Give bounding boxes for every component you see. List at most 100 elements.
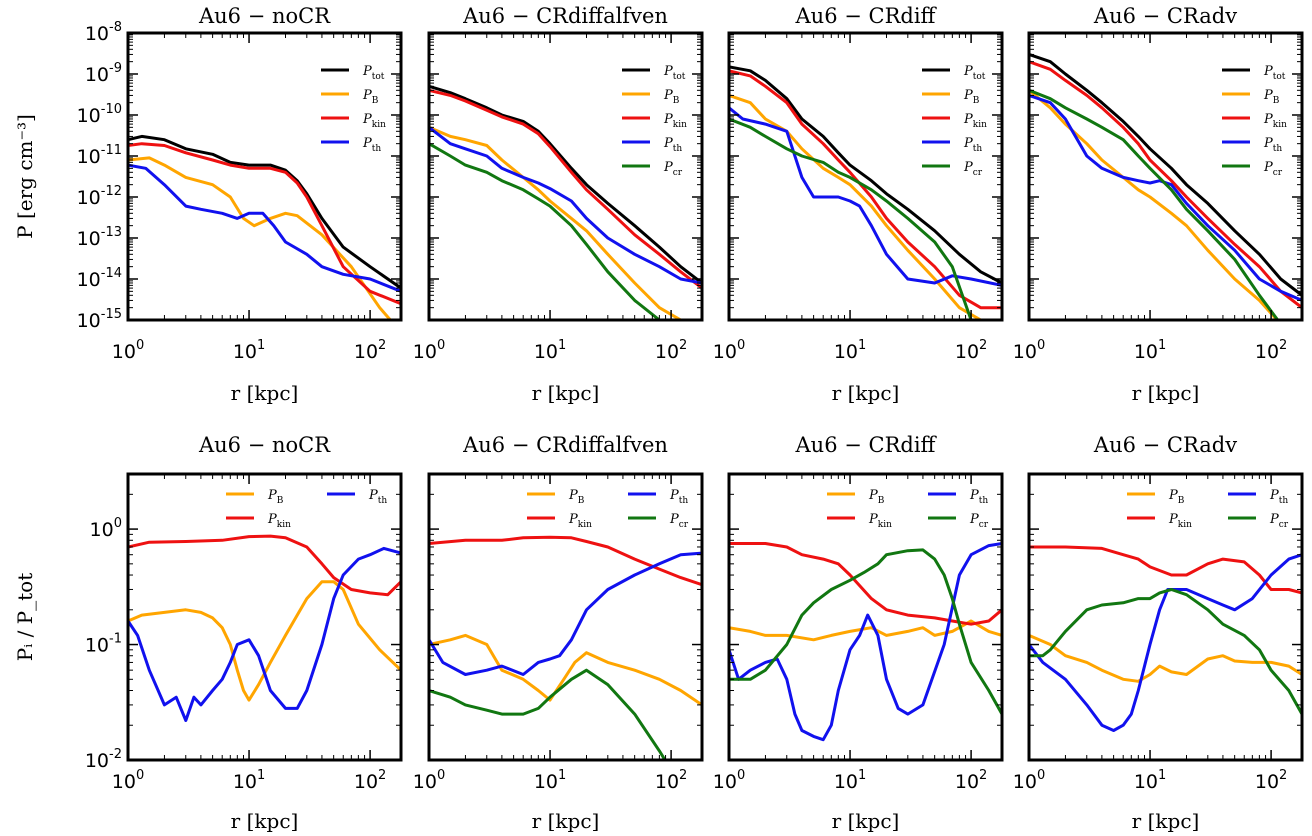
legend-label-subscript: B — [878, 496, 885, 506]
x-tick-label: 100 — [713, 768, 745, 793]
legend-label-subscript: kin — [1178, 520, 1192, 530]
x-tick-label-exponent: 2 — [378, 768, 386, 783]
legend-label-cr: Pcr — [669, 512, 689, 530]
x-axis-label: r [kpc] — [532, 381, 600, 405]
legend-label-tot: Ptot — [362, 64, 385, 82]
legend-label-B: PB — [868, 488, 885, 506]
legend-label-subscript: cr — [979, 520, 989, 530]
legend-label-tot: Ptot — [1263, 64, 1286, 82]
series-line-th — [429, 126, 702, 285]
x-tick-label: 102 — [955, 338, 987, 363]
series-group — [729, 542, 1002, 742]
legend-label-subscript: B — [372, 96, 379, 106]
legend-label-subscript: tot — [372, 72, 385, 82]
legend-label-th: Pth — [663, 136, 682, 154]
legend-label-tot: Ptot — [663, 64, 686, 82]
legend: PB Pkin Pth Pcr — [827, 488, 989, 530]
panel-frame — [727, 472, 1004, 762]
panel-frame — [427, 472, 704, 762]
x-tick-label-exponent: 1 — [858, 338, 866, 353]
series-line-kin — [729, 542, 1002, 626]
legend: Ptot PB Pkin Pth Pcr — [922, 64, 987, 178]
legend-label-subscript: kin — [578, 520, 592, 530]
legend-label-subscript: th — [979, 496, 989, 506]
x-tick-label-exponent: 1 — [558, 338, 566, 353]
y-tick-label-exponent: -9 — [109, 61, 122, 76]
y-tick-label-exponent: 0 — [114, 516, 122, 531]
legend-label-subscript: kin — [277, 520, 291, 530]
x-tick-label-exponent: 2 — [1279, 768, 1287, 783]
series-line-B — [429, 125, 684, 320]
legend-label-B: PB — [1263, 88, 1280, 106]
legend-label-subscript: cr — [679, 520, 689, 530]
series-group — [128, 534, 401, 722]
legend: Ptot PB Pkin Pth Pcr — [1222, 64, 1287, 178]
x-axis-label: r [kpc] — [532, 809, 600, 833]
y-tick-label-exponent: -14 — [101, 266, 122, 281]
x-tick-label-exponent: 2 — [378, 338, 386, 353]
chart-title: Au6 − CRadv — [1093, 4, 1237, 28]
x-tick-label-exponent: 0 — [136, 768, 144, 783]
legend-label-subscript: cr — [673, 168, 683, 178]
legend-label-th: Pth — [669, 488, 688, 506]
legend-label-subscript: kin — [673, 120, 687, 130]
series-line-kin — [1029, 545, 1302, 595]
x-tick-label: 100 — [413, 768, 445, 793]
x-tick-label-exponent: 2 — [1279, 338, 1287, 353]
x-tick-label: 102 — [655, 768, 687, 793]
chart-title: Au6 − noCR — [198, 433, 331, 457]
y-tick-label: 10-9 — [85, 61, 122, 86]
legend-label-kin: Pkin — [1168, 512, 1192, 530]
legend-label-subscript: tot — [973, 72, 986, 82]
legend-label-B: PB — [362, 88, 379, 106]
x-tick-label: 102 — [354, 768, 386, 793]
legend: PB Pkin Pth — [226, 488, 387, 530]
legend-label-subscript: B — [973, 96, 980, 106]
y-tick-label-exponent: -12 — [101, 184, 122, 199]
series-line-cr — [1029, 88, 1280, 320]
y-tick-label: 10-11 — [77, 143, 122, 168]
y-axis-label: P [erg cm⁻³] — [13, 114, 37, 239]
legend-label-th: Pth — [963, 136, 982, 154]
legend-label-th: Pth — [1269, 488, 1288, 506]
x-tick-label-exponent: 1 — [257, 338, 265, 353]
chart-title: Au6 − noCR — [198, 4, 331, 28]
x-tick-label: 101 — [1134, 338, 1166, 363]
y-tick-label: 10-12 — [77, 184, 122, 209]
legend-label-subscript: B — [673, 96, 680, 106]
legend-label-subscript: th — [372, 144, 382, 154]
series-group — [729, 65, 1002, 320]
legend-label-kin: Pkin — [963, 112, 987, 130]
legend-label-th: Pth — [969, 488, 988, 506]
x-tick-label: 102 — [1255, 338, 1287, 363]
y-axis-label: Pᵢ / P_tot — [13, 573, 37, 662]
legend-label-tot: Ptot — [963, 64, 986, 82]
x-axis-label: r [kpc] — [1132, 381, 1200, 405]
legend-label-B: PB — [663, 88, 680, 106]
x-tick-label: 100 — [1013, 338, 1045, 363]
legend-label-subscript: tot — [1273, 72, 1286, 82]
x-axis-label: r [kpc] — [832, 809, 900, 833]
legend-label-kin: Pkin — [568, 512, 592, 530]
chart-title: Au6 − CRdiff — [795, 4, 938, 28]
legend-label-subscript: th — [973, 144, 983, 154]
panel-frame — [727, 31, 1004, 322]
legend-label-B: PB — [963, 88, 980, 106]
y-tick-label: 10-15 — [77, 307, 122, 332]
legend-label-th: Pth — [362, 136, 381, 154]
x-axis-label: r [kpc] — [1132, 809, 1200, 833]
legend-label-subscript: kin — [878, 520, 892, 530]
legend-label-B: PB — [568, 488, 585, 506]
series-line-tot — [729, 65, 1002, 285]
legend-label-kin: Pkin — [267, 512, 291, 530]
series-line-B — [729, 619, 1002, 642]
x-tick-label: 101 — [233, 338, 265, 363]
y-tick-label: 10-8 — [85, 20, 122, 45]
legend-label-kin: Pkin — [1263, 112, 1287, 130]
series-line-tot — [1029, 52, 1302, 297]
y-tick-label-exponent: -1 — [109, 632, 122, 647]
x-tick-label: 101 — [834, 338, 866, 363]
